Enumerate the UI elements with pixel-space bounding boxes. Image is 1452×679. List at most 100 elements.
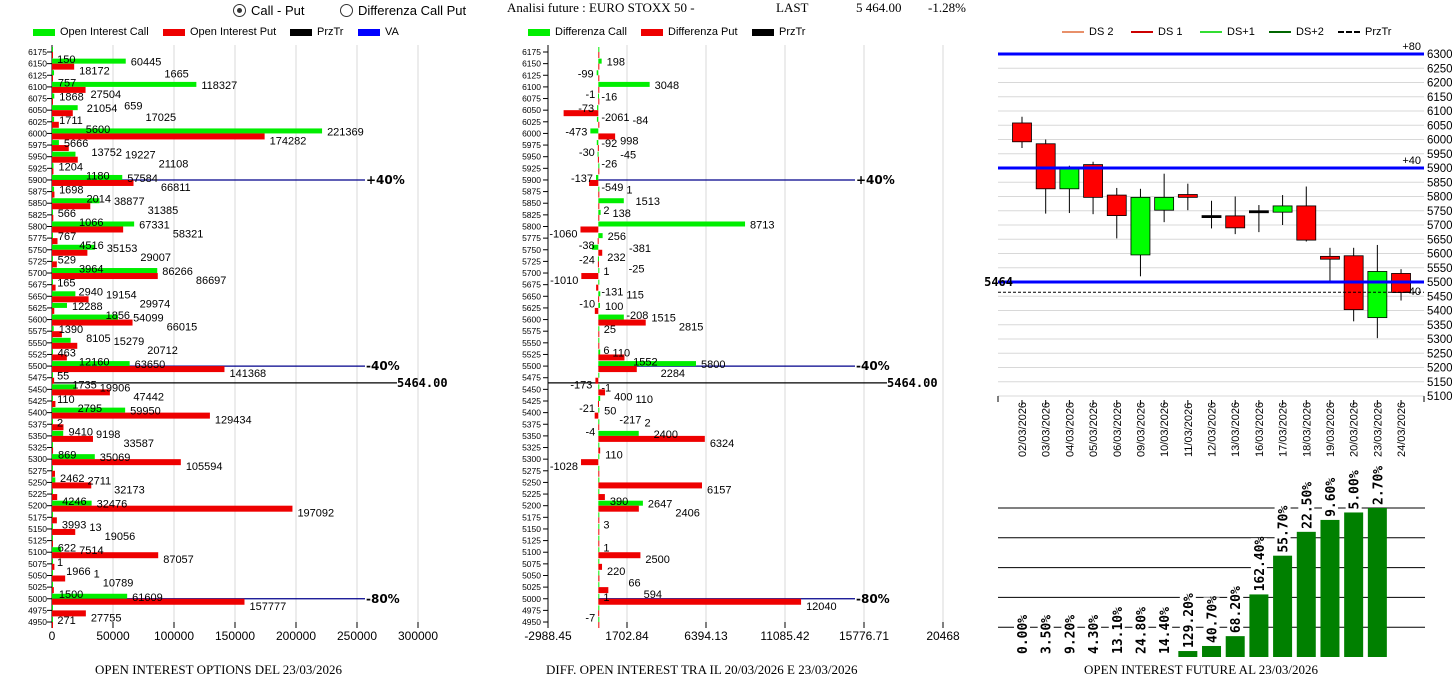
y-tick-label: 5325 [522, 443, 541, 453]
put-value-label: 2406 [675, 508, 699, 520]
date-label: 12/03/2026 [1207, 402, 1219, 457]
call-value-label: 1204 [58, 161, 82, 173]
put-bar [52, 296, 89, 303]
x-tick-label: 6394.13 [684, 629, 728, 643]
y-tick-label: 6150 [28, 59, 47, 69]
y-tick-label: 6125 [28, 70, 47, 80]
put-value-label: 33587 [123, 438, 154, 450]
va-reference-label: -40% [856, 359, 890, 373]
x-tick-label: 1702.84 [605, 629, 649, 643]
call-bar [52, 547, 62, 553]
put-value-label: 29974 [140, 298, 171, 310]
label-background [1227, 587, 1244, 634]
put-bar [52, 540, 53, 547]
legend-oi-put: Open Interest Put [163, 26, 276, 38]
call-value-label: 13 [89, 522, 101, 534]
y-tick-label: 5250 [522, 477, 541, 487]
call-bar [52, 489, 53, 495]
put-bar [598, 121, 600, 128]
put-value-label: 66811 [161, 182, 191, 194]
y-tick-label: 5550 [522, 338, 541, 348]
put-bar [52, 86, 86, 93]
y-tick-label: 5375 [28, 419, 47, 429]
put-bar [597, 156, 599, 163]
y-tick-label: 5300 [522, 454, 541, 464]
put-bar [52, 412, 210, 419]
y-tick-label: 5525 [28, 349, 47, 359]
call-bar [590, 128, 599, 134]
put-bar [52, 377, 55, 384]
future-oi-bar [1273, 555, 1293, 657]
put-value-label: 1552 [633, 356, 657, 368]
y-tick-label: 5475 [28, 373, 47, 383]
prztr-label: 5464.00 [887, 376, 938, 390]
call-value-label: 2647 [648, 499, 672, 511]
call-bar [598, 47, 600, 52]
call-value-label: 138 [612, 208, 630, 220]
y-tick-label: 6100 [1427, 106, 1452, 118]
call-bar [598, 291, 601, 297]
put-bar [52, 517, 57, 524]
label-background [1014, 616, 1030, 654]
call-bar [598, 558, 600, 564]
put-bar [598, 528, 600, 535]
put-value-label: 66 [628, 577, 640, 589]
put-bar [52, 307, 55, 314]
radio-call-put[interactable]: Call - Put [233, 3, 304, 18]
put-value-label: -1060 [549, 228, 577, 240]
y-tick-label: 5875 [522, 187, 541, 197]
call-bar [598, 593, 600, 599]
y-tick-label: 5150 [1427, 377, 1452, 389]
call-bar [52, 93, 55, 99]
radio-differenza[interactable]: Differenza Call Put [340, 3, 466, 18]
date-label: 16/03/2026 [1254, 402, 1266, 457]
put-value-label: 150 [57, 54, 75, 66]
put-bar [598, 296, 600, 303]
call-bar [598, 361, 696, 367]
call-bar [52, 337, 71, 343]
call-value-label: 2400 [654, 429, 678, 441]
put-bar [52, 52, 53, 58]
label-background [1203, 597, 1220, 643]
x-tick-label: 250000 [337, 629, 377, 643]
call-bar [598, 221, 746, 227]
x-tick-label: 300000 [398, 629, 438, 643]
x-tick-label: 150000 [215, 629, 255, 643]
put-value-label: 220 [607, 566, 625, 578]
call-bar [596, 140, 599, 146]
legend-va: VA [358, 26, 399, 38]
y-tick-label: 5300 [1427, 334, 1452, 346]
legend-label: Open Interest Put [190, 26, 277, 38]
y-tick-label: 5950 [1427, 149, 1452, 161]
legend-swatch [290, 28, 312, 36]
put-value-label: 17025 [146, 112, 177, 124]
future-oi-percent-label: 0.00% [1016, 615, 1031, 654]
y-tick-label: 5675 [522, 280, 541, 290]
call-value-label: 38877 [114, 196, 145, 208]
legend-swatch [752, 28, 774, 36]
call-bar [598, 349, 601, 355]
x-tick-label: -2988.45 [524, 629, 572, 643]
put-value-label: 110 [605, 450, 623, 462]
y-tick-label: 5500 [1427, 277, 1452, 289]
put-bar [52, 575, 66, 582]
date-label: 03/03/2026 [1041, 402, 1053, 457]
date-label: 10/03/2026 [1159, 402, 1171, 457]
label-background [1298, 483, 1315, 529]
y-tick-label: 5800 [522, 221, 541, 231]
legend-ds2: DS 2 [1062, 26, 1113, 38]
y-tick-label: 5125 [522, 536, 541, 546]
candle-body [1083, 164, 1103, 198]
change-percent: -1.28% [928, 0, 966, 15]
call-value-label: 463 [58, 347, 76, 359]
y-tick-label: 5000 [28, 594, 47, 604]
put-bar [52, 563, 55, 570]
call-value-label: 32476 [97, 499, 128, 511]
y-tick-label: 5800 [1427, 192, 1452, 204]
prztr-label: 5464.00 [397, 376, 448, 390]
y-tick-label: 5075 [522, 559, 541, 569]
y-tick-label: 5025 [28, 582, 47, 592]
call-bar [598, 512, 600, 518]
future-oi-percent-label: 3.50% [1040, 615, 1055, 654]
call-value-label: 9198 [96, 429, 120, 441]
